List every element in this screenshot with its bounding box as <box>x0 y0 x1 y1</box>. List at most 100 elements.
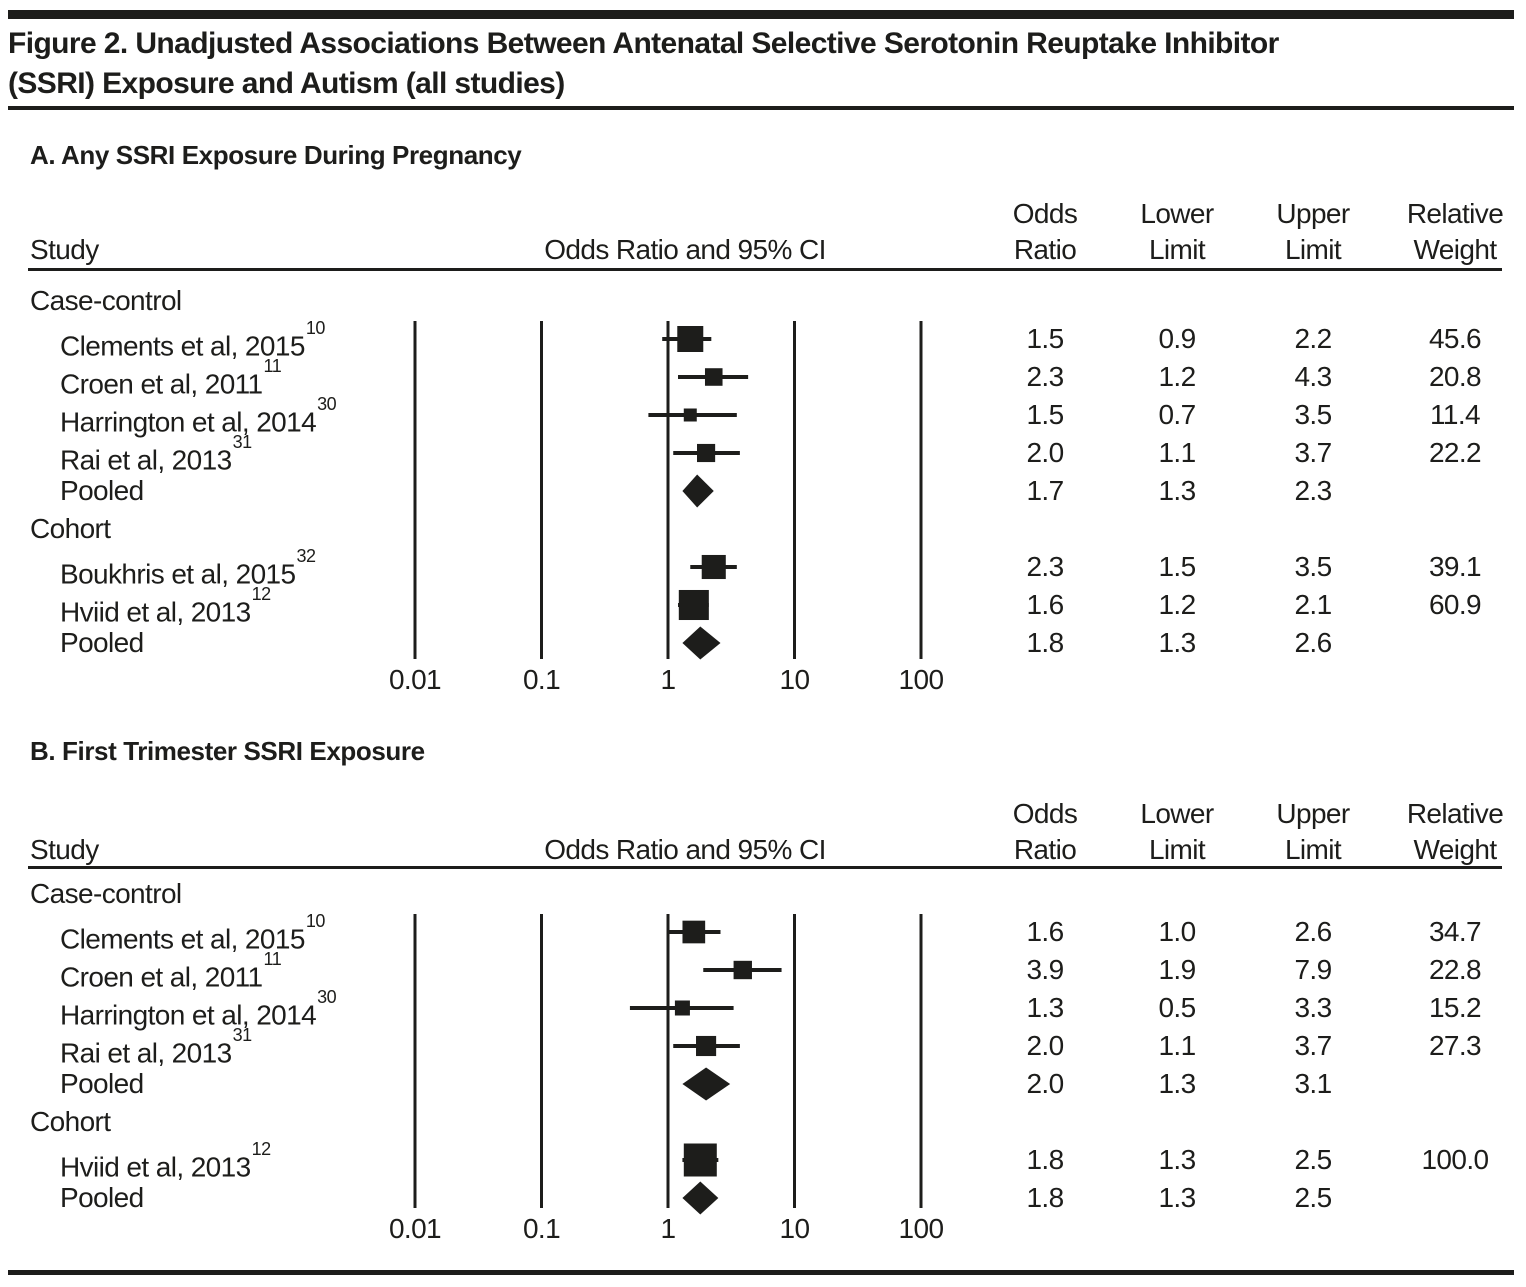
study-reference-number: 31 <box>232 432 253 452</box>
pooled-diamond-marker <box>682 1067 731 1101</box>
study-weight-value: 39.1 <box>1428 551 1482 582</box>
or-square-marker <box>696 1035 717 1057</box>
axis-tick-label: 0.01 <box>388 664 442 695</box>
study-upper-value: 2.5 <box>1294 1144 1332 1175</box>
pooled-lower-value: 1.3 <box>1158 627 1196 658</box>
study-odds_ratio-value: 2.3 <box>1026 551 1064 582</box>
study-weight-value: 60.9 <box>1428 589 1482 620</box>
study-reference-number: 30 <box>317 394 337 414</box>
or-square-marker <box>683 1143 717 1177</box>
study-odds_ratio-value: 2.0 <box>1026 1030 1064 1061</box>
column-header-lower-line2: Limit <box>1148 234 1206 265</box>
study-upper-value: 3.7 <box>1294 1030 1332 1061</box>
study-reference-number: 12 <box>251 584 272 604</box>
study-lower-value: 1.2 <box>1158 361 1196 392</box>
study-weight-value: 11.4 <box>1429 399 1481 430</box>
or-square-marker <box>678 589 709 621</box>
study-upper-value: 2.6 <box>1294 916 1332 947</box>
study-reference-number: 10 <box>305 911 326 931</box>
column-header-odds-line2: Ratio <box>1013 234 1077 265</box>
pooled-diamond-marker <box>682 626 721 660</box>
study-odds_ratio-value: 2.0 <box>1026 437 1064 468</box>
pooled-lower-value: 1.3 <box>1158 475 1196 506</box>
group-label: Cohort <box>30 1106 111 1137</box>
study-label: Hviid et al, 201312 <box>60 1139 272 1183</box>
study-weight-value: 45.6 <box>1428 323 1482 354</box>
figure-title-line1: Figure 2. Unadjusted Associations Betwee… <box>8 27 1279 60</box>
pooled-upper-value: 2.5 <box>1294 1182 1332 1213</box>
column-header-weight-line2: Weight <box>1413 834 1497 865</box>
study-name: Croen et al, 2011 <box>60 961 263 993</box>
study-odds_ratio-value: 3.9 <box>1026 954 1064 985</box>
study-lower-value: 1.1 <box>1158 1030 1196 1061</box>
study-name: Rai et al, 2013 <box>60 444 232 476</box>
study-name: Clements et al, 2015 <box>60 923 305 955</box>
group-label: Cohort <box>30 513 111 544</box>
study-lower-value: 0.5 <box>1158 992 1196 1023</box>
study-label: Croen et al, 201111 <box>60 356 282 400</box>
study-weight-value: 22.8 <box>1428 954 1482 985</box>
study-label: Clements et al, 201510 <box>60 911 326 955</box>
study-lower-value: 0.7 <box>1158 399 1196 430</box>
axis-tick-label: 100 <box>898 664 945 695</box>
study-upper-value: 3.5 <box>1294 399 1332 430</box>
column-header-study: Study <box>30 834 99 865</box>
figure-title-line2: (SSRI) Exposure and Autism (all studies) <box>8 67 565 100</box>
study-upper-value: 3.5 <box>1294 551 1332 582</box>
pooled-label: Pooled <box>60 627 144 658</box>
pooled-label: Pooled <box>60 1182 144 1213</box>
or-square-marker <box>701 554 726 580</box>
column-header-weight-line1: Relative <box>1406 798 1504 829</box>
pooled-lower-value: 1.3 <box>1158 1182 1196 1213</box>
column-header-lower-line2: Limit <box>1148 834 1206 865</box>
column-header-odds-line1: Odds <box>1012 198 1078 229</box>
column-header-upper-line1: Upper <box>1276 798 1350 829</box>
study-upper-value: 3.3 <box>1294 992 1332 1023</box>
study-name: Hviid et al, 2013 <box>60 596 251 628</box>
study-label: Hviid et al, 201312 <box>60 584 272 628</box>
study-reference-number: 31 <box>232 1025 253 1045</box>
axis-tick-label: 0.1 <box>522 1213 561 1244</box>
axis-tick-label: 10 <box>779 664 811 695</box>
study-name: Boukhris et al, 2015 <box>60 558 296 590</box>
study-label: Rai et al, 201331 <box>60 432 253 476</box>
study-odds_ratio-value: 1.6 <box>1026 589 1064 620</box>
axis-tick-label: 100 <box>898 1213 945 1244</box>
study-reference-number: 11 <box>263 356 282 376</box>
study-label: Rai et al, 201331 <box>60 1025 253 1069</box>
study-name: Rai et al, 2013 <box>60 1037 232 1069</box>
study-odds_ratio-value: 1.5 <box>1026 323 1064 354</box>
study-upper-value: 4.3 <box>1294 361 1332 392</box>
panel-b-heading: B. First Trimester SSRI Exposure <box>30 736 425 766</box>
study-lower-value: 1.9 <box>1158 954 1196 985</box>
pooled-diamond-marker <box>682 474 714 508</box>
column-header-study: Study <box>30 234 99 265</box>
study-label: Clements et al, 201510 <box>60 318 326 361</box>
column-header-lower-line1: Lower <box>1140 798 1214 829</box>
or-square-marker <box>677 326 704 352</box>
study-weight-value: 27.3 <box>1428 1030 1482 1061</box>
column-header-upper-line2: Limit <box>1284 234 1342 265</box>
column-header-odds-line2: Ratio <box>1013 834 1077 865</box>
bottom-rule <box>8 1270 1514 1275</box>
study-name: Harrington et al, 2014 <box>60 999 317 1031</box>
axis-tick-label: 1 <box>660 664 677 695</box>
study-label: Harrington et al, 201430 <box>60 394 337 437</box>
study-reference-number: 10 <box>305 318 326 338</box>
study-name: Hviid et al, 2013 <box>60 1151 251 1183</box>
study-lower-value: 0.9 <box>1158 323 1196 354</box>
study-odds_ratio-value: 1.5 <box>1026 399 1064 430</box>
group-label: Case-control <box>30 878 182 909</box>
study-odds_ratio-value: 2.3 <box>1026 361 1064 392</box>
study-upper-value: 2.1 <box>1294 589 1332 620</box>
column-header-weight-line2: Weight <box>1413 234 1497 265</box>
or-square-marker <box>704 368 723 386</box>
study-name: Croen et al, 2011 <box>60 368 263 400</box>
pooled-label: Pooled <box>60 1068 144 1099</box>
study-reference-number: 12 <box>251 1139 272 1159</box>
axis-tick-label: 1 <box>660 1213 677 1244</box>
study-lower-value: 1.2 <box>1158 589 1196 620</box>
study-upper-value: 2.2 <box>1294 323 1332 354</box>
pooled-lower-value: 1.3 <box>1158 1068 1196 1099</box>
or-square-marker <box>674 1000 690 1016</box>
